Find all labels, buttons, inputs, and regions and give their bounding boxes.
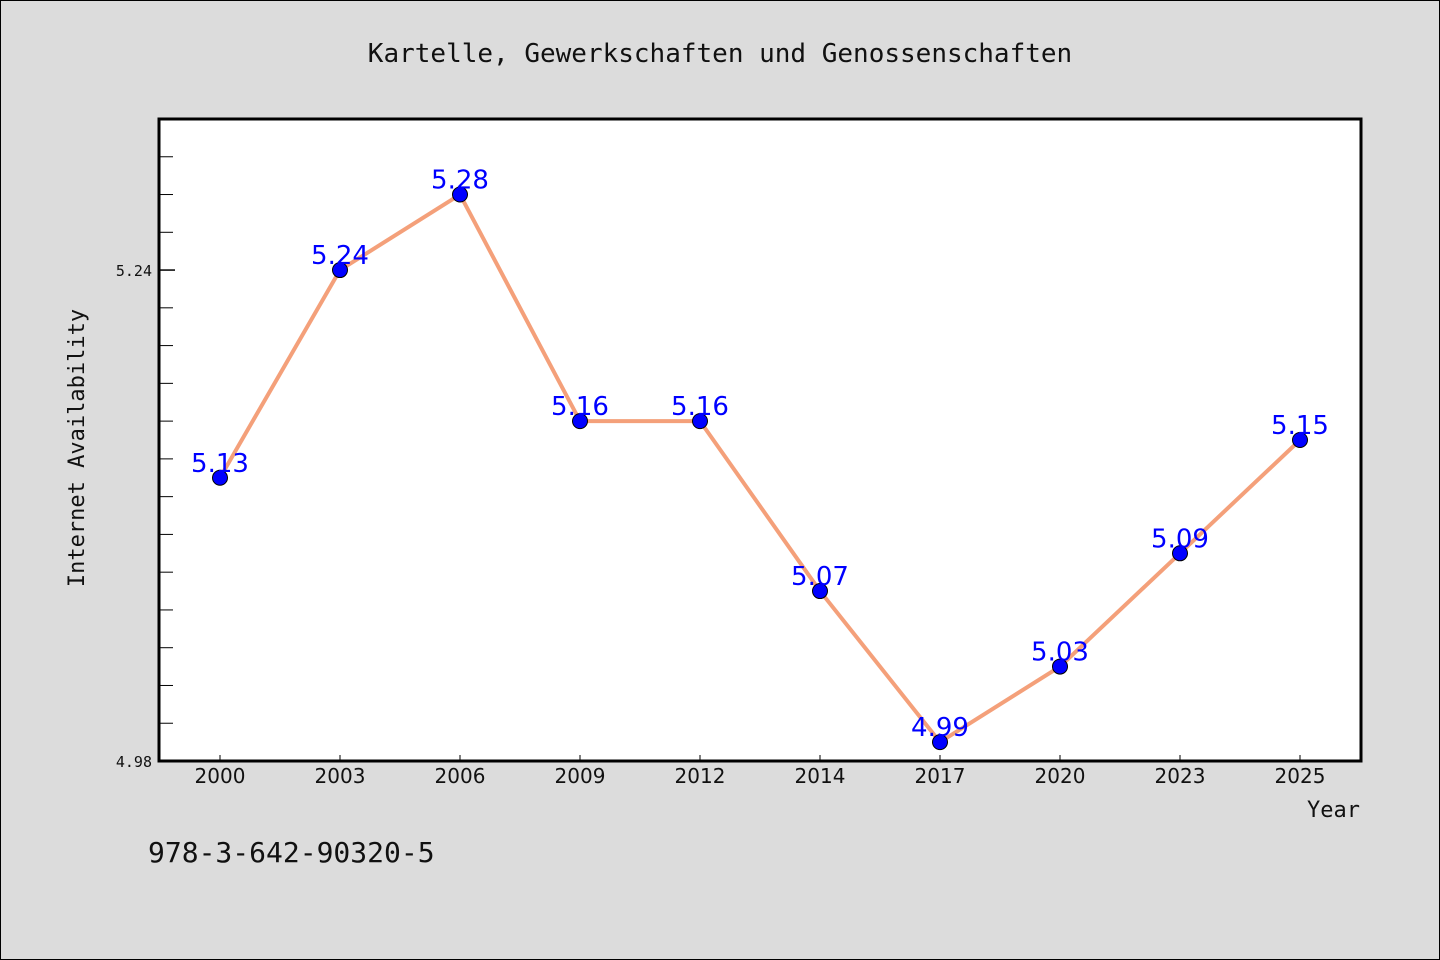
series-line xyxy=(218,192,1302,745)
y-axis-label: Internet Availability xyxy=(65,309,90,587)
data-point xyxy=(932,734,948,751)
data-label: 5.24 xyxy=(311,241,369,271)
x-tick-label: 2023 xyxy=(1155,764,1206,788)
data-label: 4.99 xyxy=(911,713,969,743)
data-label: 5.16 xyxy=(551,392,609,422)
y-minor-ticks xyxy=(159,156,175,724)
x-axis-label: Year xyxy=(1307,798,1360,823)
data-point xyxy=(1052,658,1068,675)
data-point xyxy=(1292,432,1308,448)
x-tick-label: 2006 xyxy=(435,764,486,788)
data-point xyxy=(332,262,348,279)
data-label: 5.03 xyxy=(1031,638,1089,668)
data-point xyxy=(1172,545,1188,562)
x-tick-label: 2009 xyxy=(555,764,606,788)
data-label: 5.16 xyxy=(671,392,729,422)
data-label: 5.15 xyxy=(1271,411,1329,441)
data-point xyxy=(812,583,828,600)
data-label: 5.07 xyxy=(791,562,849,592)
plot-area xyxy=(157,117,1363,763)
y-tick-label: 5.24 xyxy=(116,262,152,280)
x-tick-label: 2003 xyxy=(315,764,366,788)
data-label: 5.09 xyxy=(1151,524,1209,554)
isbn-footer: 978-3-642-90320-5 xyxy=(148,836,435,869)
x-tick-label: 2012 xyxy=(675,764,726,788)
data-label: 5.28 xyxy=(431,166,489,196)
data-point xyxy=(692,413,708,430)
chart-title: Kartelle, Gewerkschaften und Genossensch… xyxy=(368,39,1072,69)
data-point xyxy=(572,413,588,430)
data-point xyxy=(212,469,228,486)
x-tick-label: 2014 xyxy=(795,764,846,788)
x-tick-label: 2020 xyxy=(1035,764,1086,788)
x-tick-label: 2000 xyxy=(195,764,246,788)
x-tick-label: 2025 xyxy=(1275,764,1326,788)
data-point xyxy=(452,186,468,203)
x-tick-label: 2017 xyxy=(915,764,966,788)
y-tick-label: 4.98 xyxy=(116,753,152,771)
data-label: 5.13 xyxy=(191,449,249,479)
